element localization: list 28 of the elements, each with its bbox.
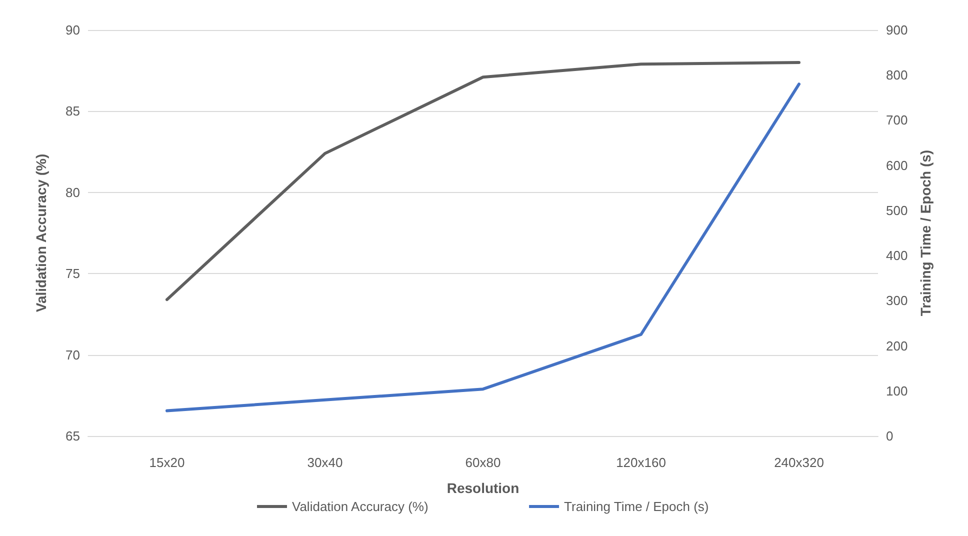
y2-tick-label: 600 [886, 158, 908, 173]
y2-tick-label: 400 [886, 248, 908, 264]
line-series [166, 60, 800, 302]
x-tick-label: 15x20 [149, 455, 185, 470]
line-series [166, 82, 800, 412]
x-tick-label: 240x320 [774, 455, 824, 470]
y2-tick-label: 300 [886, 293, 908, 308]
y-tick-label: 75 [66, 266, 80, 282]
y2-tick-label: 200 [886, 338, 908, 354]
y2-tick-label: 800 [886, 68, 908, 83]
y-tick-label: 70 [66, 347, 80, 362]
x-axis-title: Resolution [446, 480, 520, 496]
x-tick-label: 60x80 [465, 455, 501, 470]
legend-label: Validation Accuracy (%) [292, 499, 428, 514]
y-tick-label: 65 [66, 428, 80, 444]
y2-tick-label: 900 [886, 22, 908, 38]
y2-tick-label: 0 [886, 428, 894, 444]
y2-tick-label: 500 [886, 202, 908, 218]
y2-tick-label: 700 [886, 112, 908, 128]
y-axis-title: Validation Accuracy (%) [33, 154, 49, 312]
x-tick-label: 30x40 [307, 455, 343, 470]
y2-tick-label: 100 [886, 383, 908, 398]
legend-label: Training Time / Epoch (s) [564, 499, 709, 514]
y2-axis-title: Training Time / Epoch (s) [918, 150, 934, 316]
y-tick-label: 80 [66, 184, 80, 200]
y-tick-label: 85 [66, 104, 80, 119]
x-tick-label: 120x160 [616, 455, 666, 470]
y-tick-label: 90 [66, 22, 80, 38]
